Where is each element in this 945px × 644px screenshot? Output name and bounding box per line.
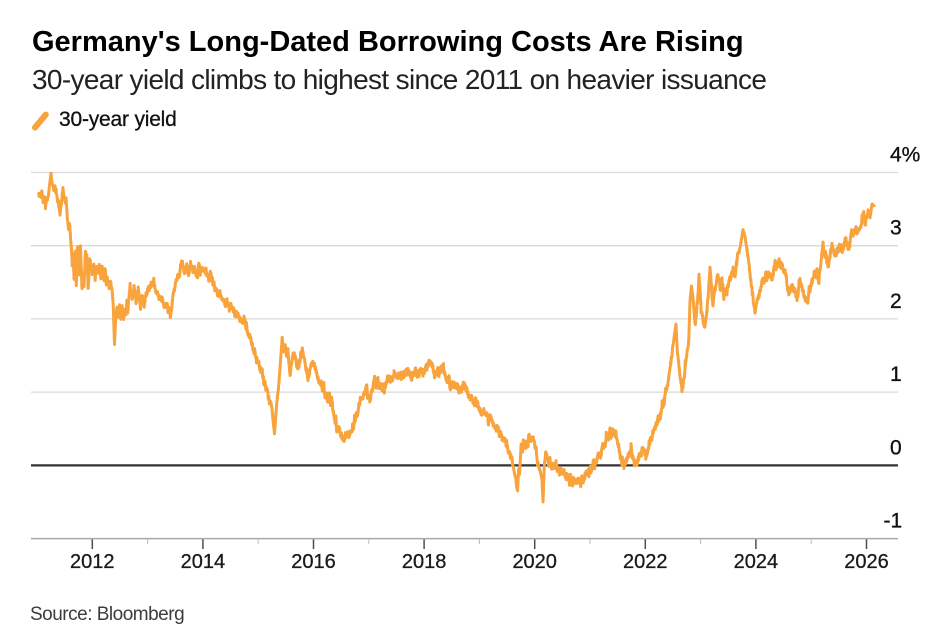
- svg-text:-1: -1: [884, 510, 903, 533]
- svg-text:3: 3: [890, 217, 902, 240]
- svg-text:2026: 2026: [844, 551, 889, 573]
- svg-text:2022: 2022: [623, 551, 668, 573]
- svg-text:2016: 2016: [291, 551, 336, 573]
- svg-text:4%: 4%: [890, 144, 920, 167]
- svg-text:2018: 2018: [402, 551, 447, 573]
- svg-text:0: 0: [890, 436, 902, 459]
- svg-text:2: 2: [890, 290, 902, 313]
- svg-text:2020: 2020: [512, 551, 557, 573]
- svg-text:2024: 2024: [734, 551, 779, 573]
- svg-text:2014: 2014: [181, 551, 226, 573]
- svg-text:2012: 2012: [70, 551, 115, 573]
- svg-text:1: 1: [890, 363, 902, 386]
